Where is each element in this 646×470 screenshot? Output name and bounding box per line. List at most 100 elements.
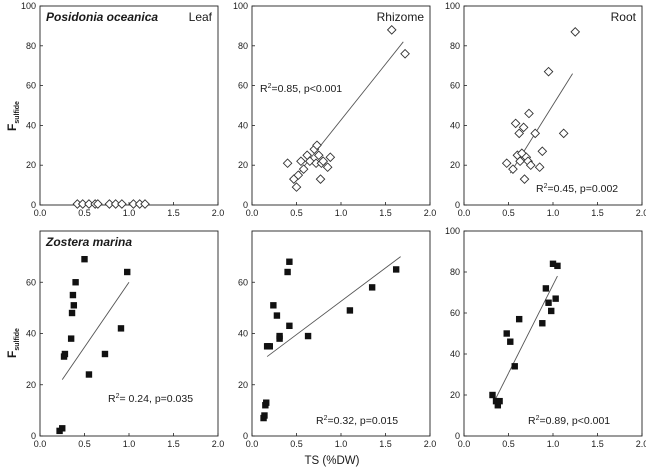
data-point (515, 315, 523, 323)
data-point (67, 335, 75, 342)
data-point (293, 170, 304, 180)
x-tick-label: 0.0 (34, 208, 47, 218)
data-point (507, 338, 514, 345)
data-point (494, 402, 502, 409)
data-point (552, 295, 559, 302)
data-point (503, 330, 510, 337)
data-point (69, 291, 77, 299)
y-tick-label: 20 (238, 160, 248, 170)
panel-6: 0.0 0.5 1.0 1.5 2.0 0 20 40 60 80 100 R2=0.89, p<0.… (445, 226, 646, 449)
data-point (298, 164, 309, 175)
data-point (72, 279, 79, 286)
x-tick-label: 0.0 (458, 208, 471, 218)
y-label-sub-top: sulfide (14, 101, 21, 124)
data-point (539, 320, 546, 327)
x-tick-label: 2.0 (212, 439, 225, 449)
y-tick-label: 20 (450, 160, 460, 170)
data-point (101, 350, 109, 358)
x-tick-label: 0.5 (502, 208, 515, 218)
panel-1: 0.0 0.5 1.0 1.5 2.0 0 20 40 60 80 100 Posidonia oce… (21, 1, 224, 218)
data-point (519, 174, 530, 184)
regression-annotation: R2=0.89, p<0.001 (528, 415, 610, 427)
x-tick-label: 2.0 (424, 439, 437, 449)
x-tick-label: 2.0 (212, 208, 225, 218)
y-tick-label: 0 (243, 431, 248, 441)
data-point (93, 199, 103, 209)
panel-tissue-label: Leaf (189, 10, 213, 24)
x-tick-label: 0.0 (246, 208, 259, 218)
data-point (554, 262, 561, 270)
panel-5: 0.0 0.5 1.0 1.5 2.0 0 20 40 60 R2=0.32, p=0.015 (238, 230, 437, 449)
panel-species-label: Posidonia oceanica (46, 10, 158, 24)
data-point (543, 66, 554, 77)
panels-group: 0.0 0.5 1.0 1.5 2.0 0 20 40 60 80 100 Posidonia oce… (21, 1, 646, 449)
data-point (346, 307, 354, 314)
data-point (312, 140, 322, 151)
data-point (270, 302, 277, 309)
regression-annotation: R2=0.32, p=0.015 (316, 415, 398, 427)
data-point (322, 162, 333, 173)
y-axis-label-top: Fsulfide (5, 101, 21, 131)
panel-tissue-label: Root (611, 10, 637, 24)
data-point (518, 122, 529, 133)
data-point (266, 343, 273, 350)
data-point (386, 25, 397, 35)
data-point (514, 128, 525, 139)
data-point (537, 146, 548, 157)
data-point (558, 128, 569, 139)
data-point (291, 182, 302, 192)
y-tick-label: 40 (26, 120, 36, 130)
data-point (325, 152, 336, 163)
data-point (276, 332, 283, 340)
data-point (549, 260, 557, 267)
y-tick-label: 40 (450, 120, 460, 130)
y-tick-label: 60 (238, 277, 248, 287)
x-tick-label: 1.5 (591, 208, 604, 218)
y-tick-label: 20 (450, 390, 460, 400)
y-tick-label: 0 (31, 431, 36, 441)
plot-frame (39, 5, 219, 206)
data-point (496, 397, 503, 405)
data-point (489, 391, 496, 399)
regression-annotation: R2=0.85, p<0.001 (260, 83, 342, 95)
data-point (508, 164, 518, 175)
data-point (117, 325, 125, 332)
data-point (296, 156, 306, 167)
x-tick-label: 0.0 (246, 439, 259, 449)
y-label-main-bottom: F (5, 351, 19, 358)
data-point (400, 48, 410, 59)
x-tick-label: 0.5 (78, 439, 91, 449)
data-point (85, 371, 93, 378)
y-label-sub-bottom: sulfide (14, 328, 21, 351)
data-point (261, 412, 268, 419)
x-tick-label: 0.0 (458, 439, 471, 449)
y-tick-label: 60 (26, 277, 36, 287)
regression-annotation: R2=0.45, p=0.002 (536, 183, 618, 195)
panel-2: 0.0 0.5 1.0 1.5 2.0 0 20 40 60 80 100 Rhizome R2=0.8… (233, 1, 436, 218)
x-tick-label: 1.0 (547, 208, 560, 218)
data-point (68, 309, 76, 317)
data-point (273, 312, 281, 319)
data-point (140, 199, 150, 209)
y-tick-label: 100 (445, 1, 460, 11)
regression-line (293, 41, 404, 180)
y-tick-label: 80 (26, 41, 36, 51)
x-tick-label: 1.5 (379, 208, 392, 218)
regression-line (492, 275, 558, 404)
data-point (304, 332, 312, 340)
x-tick-label: 1.5 (167, 208, 180, 218)
y-axis-label-bottom: Fsulfide (5, 328, 21, 358)
data-point (315, 174, 326, 184)
data-point (511, 363, 518, 370)
data-point (81, 255, 88, 263)
data-point (313, 150, 324, 161)
data-point (59, 425, 66, 432)
data-point (570, 27, 581, 37)
y-tick-label: 40 (26, 329, 36, 339)
regression-line (61, 281, 130, 380)
x-tick-label: 1.5 (167, 439, 180, 449)
data-point (530, 128, 541, 139)
data-point (548, 307, 555, 315)
x-tick-label: 1.0 (335, 208, 348, 218)
x-tick-label: 2.0 (636, 208, 646, 218)
